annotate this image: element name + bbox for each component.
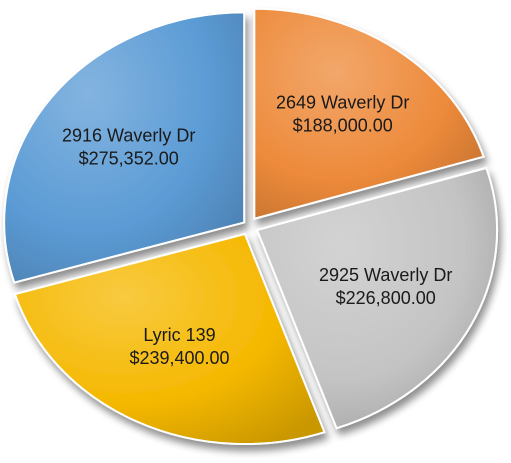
slice-value-label-3: $239,400.00	[129, 348, 229, 368]
slice-label-1: 2649 Waverly Dr	[276, 93, 409, 113]
slice-label-3: Lyric 139	[143, 325, 215, 345]
slice-label-2: 2925 Waverly Dr	[319, 265, 452, 285]
pie-slice-3	[13, 232, 326, 445]
slice-label-4: 2916 Waverly Dr	[62, 126, 195, 146]
pie-slice-1	[253, 7, 485, 221]
pie-slice-2	[255, 166, 499, 430]
slice-value-label-2: $226,800.00	[336, 288, 436, 308]
pie-slice-4	[3, 11, 246, 284]
slice-value-label-4: $275,352.00	[79, 149, 179, 169]
slice-value-label-1: $188,000.00	[293, 116, 393, 136]
